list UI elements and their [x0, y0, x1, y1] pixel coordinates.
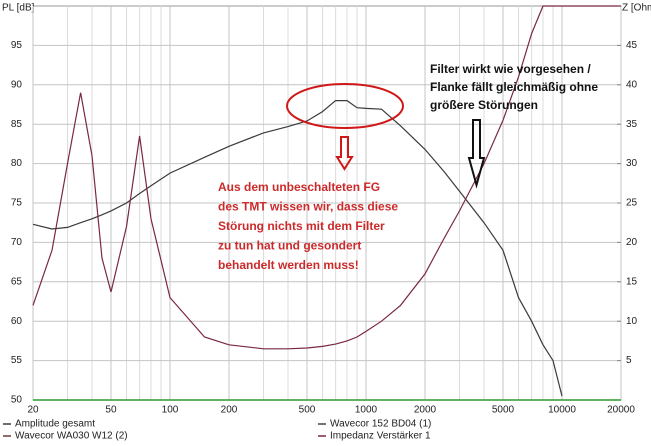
x-tick-label: 50	[105, 405, 117, 416]
y-tick-label: 95	[11, 40, 23, 51]
curve	[32, 100, 563, 397]
y2-tick-label: 45	[626, 40, 638, 51]
annotation-line: Aus dem unbeschalteten FG	[218, 180, 380, 194]
legend-label: Amplitude gesamt	[15, 419, 95, 430]
x-tick-label: 1000	[355, 405, 378, 416]
black-arrow	[467, 119, 486, 189]
x-tick-label: 20000	[607, 405, 635, 416]
x-tick-label: 5000	[492, 405, 515, 416]
y-tick-label: 65	[11, 276, 23, 287]
x-tick-label: 10000	[548, 405, 576, 416]
y-tick-label: 70	[11, 237, 23, 248]
y-tick-label: 75	[11, 198, 23, 209]
annotation-line: zu tun hat und gesondert	[218, 239, 361, 253]
annotation-line: Flanke fällt gleichmäßig ohne	[430, 80, 598, 94]
y2-tick-label: 40	[626, 79, 638, 90]
x-tick-label: 200	[221, 405, 238, 416]
y2-tick-label: 15	[626, 276, 638, 287]
annotation-line: des TMT wissen wir, dass diese	[218, 200, 398, 214]
x-tick-label: 2000	[414, 405, 437, 416]
y-tick-label: 90	[11, 79, 23, 90]
y2-tick-label: 10	[626, 316, 638, 327]
x-tick-label: 100	[162, 405, 179, 416]
annotation-line: Filter wirkt wie vorgesehen /	[430, 62, 591, 76]
annotation-line: Störung nichts mit dem Filter	[218, 219, 385, 233]
legend-label: Impedanz Verstärker 1	[330, 431, 431, 442]
legend-label: Wavecor WA030 W12 (2)	[15, 431, 128, 442]
annotation: Filter wirkt wie vorgesehen / Flanke fäll…	[430, 62, 598, 112]
y2-tick-label: 25	[626, 198, 638, 209]
y-axis-label: PL [dB]	[2, 3, 35, 14]
legend-label: Wavecor 152 BD04 (1)	[330, 419, 431, 430]
y-tick-label: 55	[11, 355, 23, 366]
grid	[32, 6, 622, 401]
y2-tick-label: 30	[626, 158, 638, 169]
y-tick-label: 50	[11, 395, 23, 406]
y-tick-label: 60	[11, 316, 23, 327]
x-tick-label: 500	[299, 405, 316, 416]
y2-axis-label: Z [Ohm	[622, 3, 651, 14]
y-tick-label: 80	[11, 158, 23, 169]
annotation: Aus dem unbeschalteten FG des TMT wissen …	[218, 180, 398, 272]
y2-tick-label: 20	[626, 237, 638, 248]
red-arrow	[335, 136, 354, 171]
curve	[32, 5, 621, 350]
highlight-ellipse	[286, 83, 404, 129]
y2-tick-label: 5	[626, 355, 632, 366]
annotation-line: behandelt werden muss!	[218, 258, 359, 272]
x-tick-label: 20	[27, 405, 39, 416]
curves	[32, 5, 621, 397]
y-tick-label: 85	[11, 119, 23, 130]
annotation-line: größere Störungen	[430, 98, 538, 112]
y2-tick-label: 35	[626, 119, 638, 130]
